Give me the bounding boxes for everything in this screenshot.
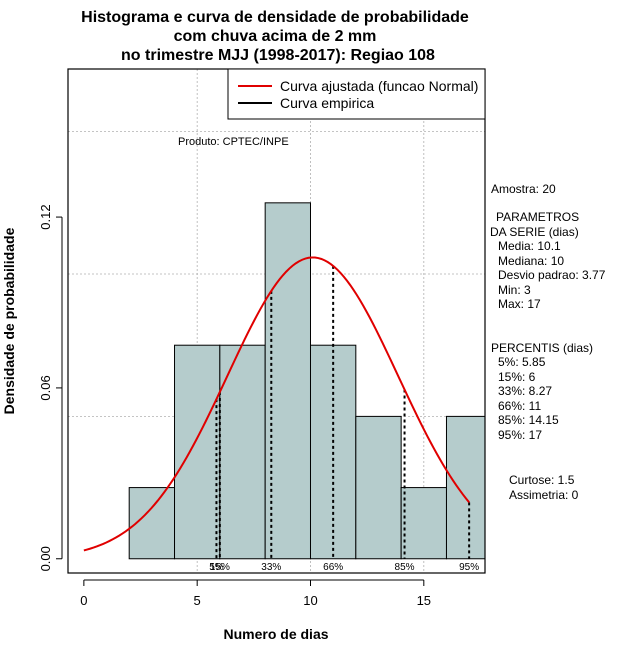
- axes: 0 5 10 15 0.00 0.06 0.12: [38, 204, 431, 608]
- params-heading: PARAMETROS: [496, 210, 579, 224]
- histogram-bar: [400, 487, 447, 560]
- histogram-bar: [264, 202, 311, 560]
- percentile-markers: 5%15% 33% 66% 85% 95%: [209, 265, 479, 573]
- y-axis-label: Densidade de probabilidade: [1, 227, 17, 414]
- percentile-marker-label: 95%: [459, 562, 479, 573]
- y-tick-label: 0.12: [38, 204, 53, 229]
- percentil-85: 85%: 14.15: [498, 413, 559, 427]
- param-mean: Media: 10.1: [498, 239, 561, 253]
- percentil-95: 95%: 17: [498, 428, 542, 442]
- params-subheading: DA SERIE (dias): [490, 225, 579, 239]
- histogram-bar: [174, 344, 221, 560]
- param-sd: Desvio padrao: 3.77: [498, 268, 606, 282]
- param-min: Min: 3: [498, 283, 531, 297]
- histogram-bar: [355, 415, 402, 560]
- product-annotation: Produto: CPTEC/INPE: [178, 136, 289, 148]
- x-tick-label: 10: [303, 593, 317, 608]
- chart-title-line-1: Histograma e curva de densidade de proba…: [81, 9, 469, 26]
- chart-title-line-2: com chuva acima de 2 mm: [174, 28, 377, 45]
- percentis-heading: PERCENTIS (dias): [491, 341, 593, 355]
- percentile-marker-label: 33%: [261, 562, 281, 573]
- legend: Curva ajustada (funcao Normal) Curva emp…: [227, 68, 486, 120]
- param-max: Max: 17: [498, 297, 541, 311]
- legend-label-empirical: Curva empirica: [280, 95, 374, 111]
- normal-fit-curve: [83, 256, 470, 552]
- x-tick-label: 15: [417, 593, 431, 608]
- histogram-bar: [445, 415, 486, 560]
- y-tick-label: 0.00: [38, 546, 53, 571]
- legend-label-normal: Curva ajustada (funcao Normal): [280, 78, 478, 94]
- stats-panel: Amostra: 20 PARAMETROS DA SERIE (dias) M…: [490, 182, 606, 502]
- chart-title-line-3: no trimestre MJJ (1998-2017): Regiao 108: [121, 47, 435, 64]
- skewness: Assimetria: 0: [509, 488, 579, 502]
- percentile-marker-label: 85%: [395, 562, 415, 573]
- sample-size: Amostra: 20: [491, 182, 556, 196]
- percentile-marker-label: 5%: [209, 562, 224, 573]
- percentil-5: 5%: 5.85: [498, 355, 546, 369]
- y-tick-label: 0.06: [38, 375, 53, 400]
- legend-box: [227, 68, 486, 120]
- percentil-15: 15%: 6: [498, 370, 536, 384]
- percentil-66: 66%: 11: [498, 399, 541, 413]
- histogram-bars: [128, 202, 486, 560]
- percentil-33: 33%: 8.27: [498, 384, 552, 398]
- percentile-marker-label: 15%: [210, 562, 230, 573]
- percentile-marker-label: 66%: [323, 562, 343, 573]
- x-tick-label: 0: [80, 593, 87, 608]
- x-axis-label: Numero de dias: [223, 626, 328, 642]
- kurtosis: Curtose: 1.5: [509, 473, 575, 487]
- param-median: Mediana: 10: [498, 254, 564, 268]
- x-tick-label: 5: [194, 593, 201, 608]
- normal-curve-layer: [83, 256, 470, 552]
